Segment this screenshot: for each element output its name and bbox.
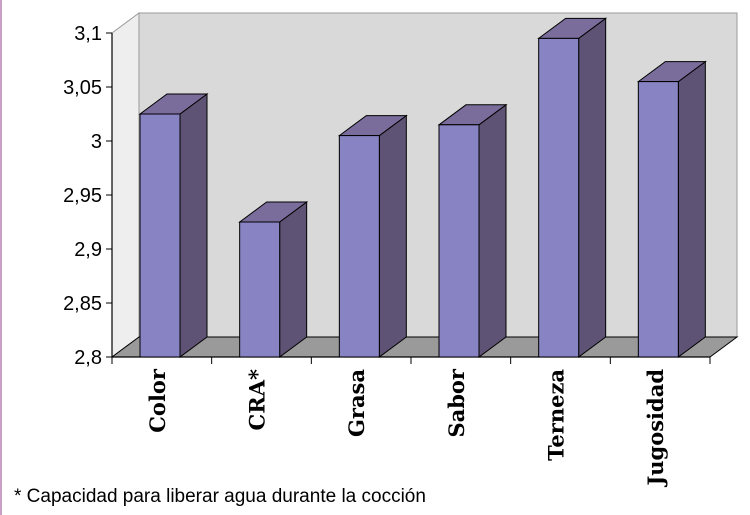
y-tick-label: 3,1 [74, 23, 102, 45]
bar-side [478, 103, 507, 358]
bar [239, 221, 281, 358]
bar [637, 81, 679, 358]
y-tick-label: 2,95 [63, 185, 102, 207]
bar [538, 37, 580, 358]
category-label: Grasa [344, 369, 369, 437]
category-label: CRA* [245, 369, 270, 430]
y-tick-label: 2,85 [63, 293, 102, 315]
bar [338, 135, 380, 358]
bar-side [279, 201, 308, 358]
y-tick-label: 3 [91, 131, 102, 153]
bar [139, 113, 181, 358]
y-tick-label: 3,05 [63, 77, 102, 99]
category-label: Jugosidad [643, 369, 668, 488]
bar-side [578, 17, 607, 358]
bar-side [677, 60, 706, 358]
y-tick-label: 2,8 [74, 347, 102, 369]
category-label: Terneza [544, 369, 569, 461]
bar [438, 124, 480, 358]
side-wall [111, 12, 140, 358]
footnote: * Capacidad para liberar agua durante la… [14, 486, 426, 507]
bar-side [378, 114, 407, 358]
bar-side [179, 93, 208, 358]
category-label: Sabor [444, 368, 469, 437]
left-border [0, 0, 2, 515]
category-label: Color [145, 368, 170, 433]
y-tick-label: 2,9 [74, 239, 102, 261]
